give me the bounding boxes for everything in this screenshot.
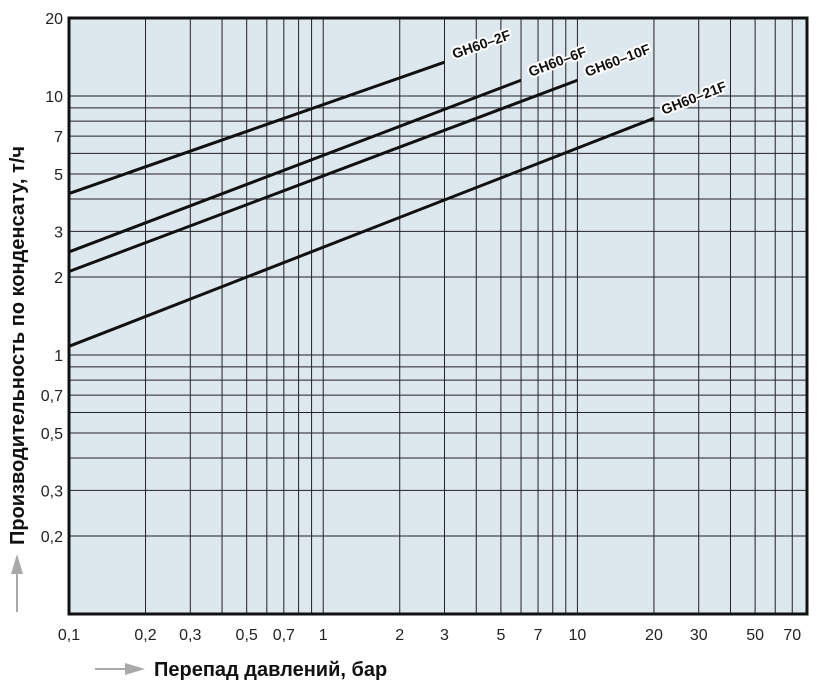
series-line-2 bbox=[68, 78, 578, 273]
x-tick-label: 0,1 bbox=[58, 627, 80, 644]
x-tick-label: 50 bbox=[746, 627, 764, 644]
series-line-3 bbox=[68, 116, 655, 348]
y-tick-label: 0,5 bbox=[41, 426, 63, 443]
x-axis-title: Перепад давлений, бар bbox=[154, 659, 387, 681]
plot-background bbox=[69, 18, 807, 614]
x-tick-label: 0,3 bbox=[179, 627, 201, 644]
y-tick-label: 0,7 bbox=[41, 388, 63, 405]
series-line-0 bbox=[68, 60, 445, 195]
y-tick-label: 7 bbox=[54, 129, 63, 146]
y-tick-label: 20 bbox=[45, 11, 63, 28]
x-tick-label: 2 bbox=[395, 627, 404, 644]
x-tick-label: 3 bbox=[440, 627, 449, 644]
y-axis-arrow-head bbox=[11, 554, 23, 574]
grid-lines bbox=[69, 18, 807, 614]
plot-frame bbox=[67, 16, 809, 616]
x-axis-arrow-head bbox=[125, 663, 145, 675]
y-tick-label: 0,2 bbox=[41, 529, 63, 546]
y-tick-label: 3 bbox=[54, 224, 63, 241]
x-tick-label: 70 bbox=[783, 627, 801, 644]
y-tick-label: 0,3 bbox=[41, 483, 63, 500]
x-axis-title-group: Перепад давлений, бар bbox=[95, 659, 387, 681]
y-tick-label: 10 bbox=[45, 89, 63, 106]
x-tick-label: 10 bbox=[569, 627, 587, 644]
x-tick-label: 1 bbox=[319, 627, 328, 644]
series-lines bbox=[68, 60, 655, 348]
y-tick-label: 1 bbox=[54, 348, 63, 365]
y-axis-title: Производительность по конденсату, т/ч bbox=[7, 146, 29, 545]
x-tick-label: 0,2 bbox=[134, 627, 156, 644]
y-tick-label: 5 bbox=[54, 167, 63, 184]
x-tick-labels: 0,1 0,2 0,3 0,5 0,7 1 2 3 5 7 10 20 30 50 70 bbox=[58, 627, 801, 644]
x-tick-label: 20 bbox=[645, 627, 663, 644]
x-tick-label: 0,5 bbox=[236, 627, 258, 644]
x-tick-label: 5 bbox=[496, 627, 505, 644]
y-axis-title-group: Производительность по конденсату, т/ч bbox=[7, 146, 29, 612]
y-tick-labels: 0,2 0,3 0,5 0,7 1 2 3 5 7 10 20 bbox=[41, 11, 63, 546]
x-tick-label: 7 bbox=[534, 627, 543, 644]
x-tick-label: 30 bbox=[690, 627, 708, 644]
y-tick-label: 2 bbox=[54, 270, 63, 287]
x-tick-label: 0,7 bbox=[273, 627, 295, 644]
series-line-1 bbox=[68, 78, 522, 254]
